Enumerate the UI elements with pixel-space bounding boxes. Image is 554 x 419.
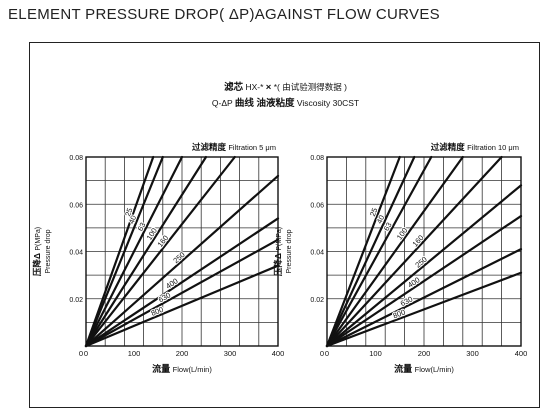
header-test-note: *( 由试验测得数据 ) <box>273 82 347 92</box>
series-line <box>325 248 523 348</box>
y-axis-label: 压降Δ P(MPa) <box>273 227 283 276</box>
header-line-1: 滤芯 HX-* × *( 由试验测得数据 ) <box>30 79 541 93</box>
series-line <box>84 155 155 348</box>
series-line <box>325 155 401 348</box>
plot-border <box>326 156 522 347</box>
x-tick-label: 200 <box>176 349 189 358</box>
series-line <box>84 155 164 348</box>
y-tick-label: 0.08 <box>310 155 324 162</box>
series-line <box>84 238 280 348</box>
y-tick-label: 0.04 <box>310 250 324 257</box>
header-viscosity-en: Viscosity 30CST <box>296 98 360 108</box>
y-axis-label: 压降Δ P(MPa) <box>32 227 42 276</box>
series-line <box>325 214 523 348</box>
x-tick-label: 100 <box>369 349 382 358</box>
x-tick-label: 0 <box>84 349 88 358</box>
header-model: HX-* <box>245 82 264 92</box>
y-tick-label-zero: 0 <box>79 349 83 358</box>
chart-filtration-5um: 0 100 200 300 4000.020.040.060.0802540631001… <box>32 142 284 374</box>
y-tick-label: 0.08 <box>69 155 83 162</box>
series-line <box>84 155 208 348</box>
header-line-2: Q-ΔP 曲线 油液粘度 Viscosity 30CST <box>30 95 541 109</box>
x-tick-label: 400 <box>272 349 285 358</box>
series-line <box>84 174 280 348</box>
x-tick-label: 0 <box>325 349 329 358</box>
y-tick-label: 0.04 <box>69 250 83 257</box>
header-qdp: Q-ΔP <box>211 98 233 108</box>
chart-frame: 滤芯 HX-* × *( 由试验测得数据 ) Q-ΔP 曲线 油液粘度 Visc… <box>29 42 540 408</box>
series-line <box>325 155 503 348</box>
series-line <box>325 155 416 348</box>
y-tick-label: 0.02 <box>69 297 83 304</box>
chart-title: 过滤精度 Filtration 5 μm <box>192 142 276 152</box>
y-axis-label-en: Pressure drop <box>286 229 293 273</box>
series-line <box>84 155 236 348</box>
x-axis-label: 流量 Flow(L/min) <box>394 363 454 374</box>
chart-title: 过滤精度 Filtration 10 μm <box>431 142 519 152</box>
y-tick-label: 0.06 <box>69 202 83 209</box>
y-tick-label-zero: 0 <box>320 349 324 358</box>
x-tick-label: 300 <box>466 349 479 358</box>
series-label: 160 <box>155 233 170 248</box>
x-tick-label: 100 <box>128 349 141 358</box>
series-label: 100 <box>395 226 410 241</box>
series-label: 400 <box>164 276 179 290</box>
y-tick-label: 0.02 <box>310 297 324 304</box>
x-tick-label: 200 <box>418 349 431 358</box>
series-label: 250 <box>171 250 186 265</box>
x-tick-label: 400 <box>515 349 528 358</box>
series-line <box>84 217 280 348</box>
page-title: ELEMENT PRESSURE DROP( ΔP)AGAINST FLOW C… <box>8 6 440 23</box>
y-axis-label-en: Pressure drop <box>45 229 52 273</box>
series-label: 160 <box>410 233 425 248</box>
series-line <box>325 155 433 348</box>
series-line <box>325 271 523 348</box>
header-curve-oil-viscosity-cn: 曲线 油液粘度 <box>234 98 295 109</box>
header-filter-element-cn: 滤芯 <box>224 82 244 93</box>
x-tick-label: 300 <box>224 349 237 358</box>
series-line <box>325 184 523 348</box>
series-label: 250 <box>413 255 428 270</box>
series-line <box>84 155 184 348</box>
series-line <box>325 155 464 348</box>
series-line <box>84 264 280 348</box>
header-times: × <box>265 82 272 93</box>
series-label: 630 <box>157 290 172 304</box>
x-axis-label: 流量 Flow(L/min) <box>152 363 212 374</box>
y-tick-label: 0.06 <box>310 202 324 209</box>
